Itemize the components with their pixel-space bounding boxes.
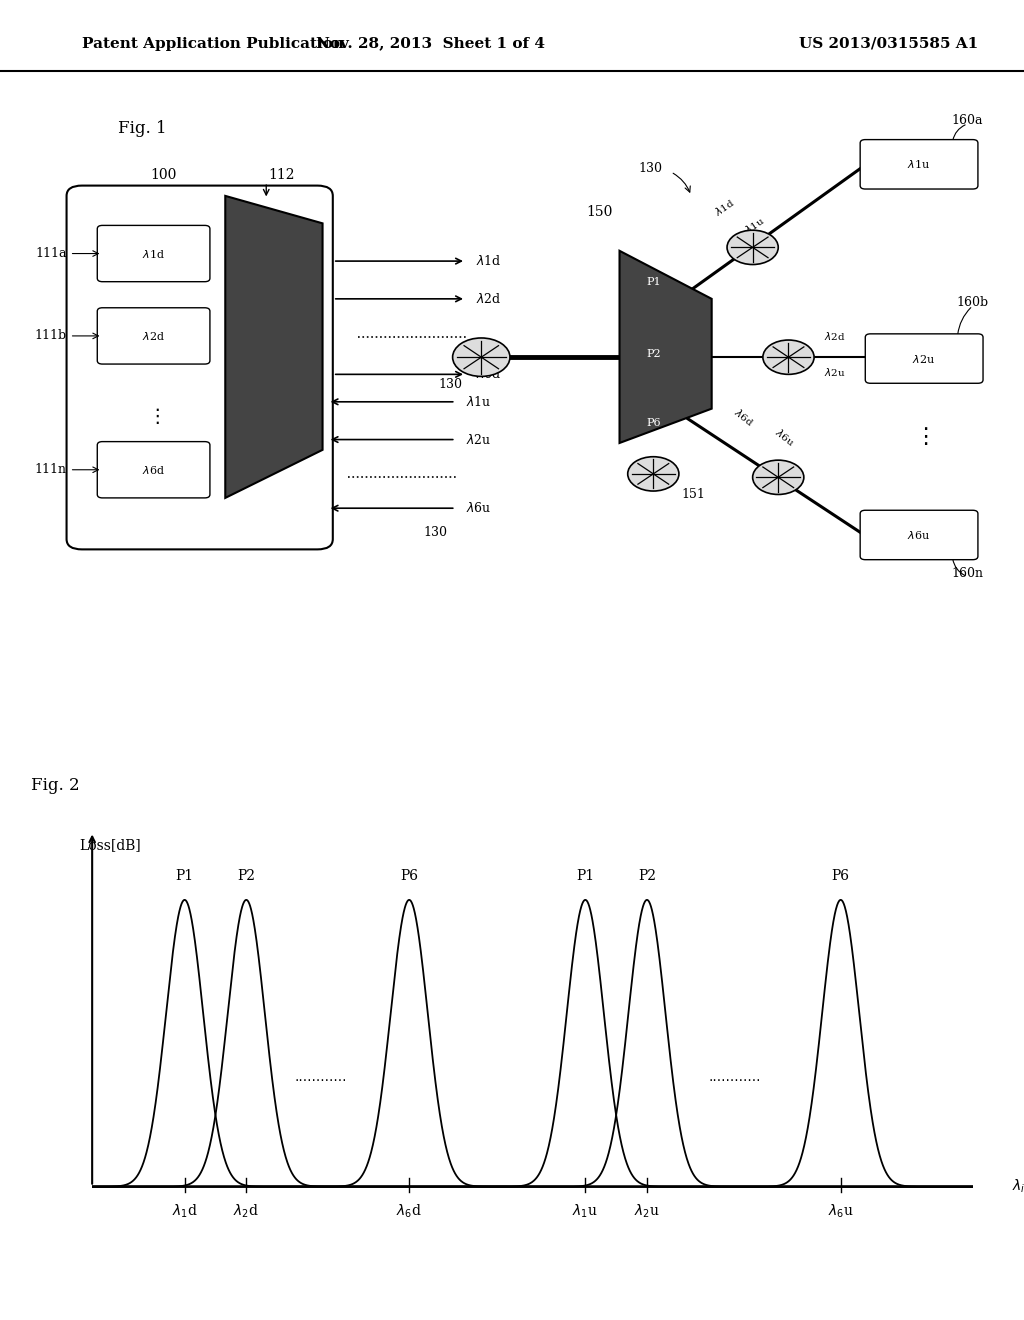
Text: Patent Application Publication: Patent Application Publication: [82, 37, 344, 50]
Text: $\lambda$6d: $\lambda$6d: [142, 463, 165, 475]
Text: $\vdots$: $\vdots$: [147, 405, 160, 425]
Text: US 2013/0315585 A1: US 2013/0315585 A1: [799, 37, 978, 50]
Text: $\lambda_2$d: $\lambda_2$d: [233, 1203, 259, 1220]
Text: Nov. 28, 2013  Sheet 1 of 4: Nov. 28, 2013 Sheet 1 of 4: [315, 37, 545, 50]
Text: $\lambda$2u: $\lambda$2u: [824, 366, 846, 378]
Text: $\lambda$2u: $\lambda$2u: [466, 433, 492, 446]
Text: 111a: 111a: [35, 247, 67, 260]
Text: 160n: 160n: [951, 566, 983, 579]
Text: 100: 100: [151, 168, 177, 182]
Text: ............: ............: [295, 1071, 347, 1085]
Text: $\lambda$1d: $\lambda$1d: [712, 197, 736, 219]
Text: P2: P2: [638, 869, 656, 883]
Text: P6: P6: [400, 869, 418, 883]
Text: P2: P2: [646, 350, 660, 359]
Text: $\lambda_i$[nm]: $\lambda_i$[nm]: [1013, 1177, 1024, 1196]
Text: Fig. 2: Fig. 2: [31, 777, 79, 793]
Text: $\lambda$1u: $\lambda$1u: [742, 214, 767, 236]
Text: P6: P6: [646, 418, 660, 428]
Text: 160b: 160b: [956, 296, 988, 309]
Text: 150: 150: [586, 206, 612, 219]
Text: $\lambda$2u: $\lambda$2u: [912, 352, 935, 364]
Text: 130: 130: [423, 525, 447, 539]
Text: $\lambda$2d: $\lambda$2d: [476, 292, 502, 306]
Text: $\lambda$6u: $\lambda$6u: [466, 502, 492, 515]
FancyBboxPatch shape: [860, 511, 978, 560]
Text: $\lambda$6d: $\lambda$6d: [476, 367, 502, 381]
Text: $\lambda_6$u: $\lambda_6$u: [827, 1203, 854, 1220]
Text: $\vdots$: $\vdots$: [914, 425, 929, 447]
Text: 130: 130: [438, 378, 463, 391]
Text: $\lambda$6u: $\lambda$6u: [773, 426, 798, 449]
FancyBboxPatch shape: [97, 442, 210, 498]
Text: $\lambda$1u: $\lambda$1u: [466, 395, 492, 409]
Text: 111n: 111n: [35, 463, 67, 477]
Text: P6: P6: [831, 869, 850, 883]
Text: P1: P1: [577, 869, 594, 883]
Circle shape: [753, 461, 804, 495]
Text: $\lambda_6$d: $\lambda_6$d: [396, 1203, 422, 1220]
Circle shape: [453, 338, 510, 376]
Text: 130: 130: [638, 162, 663, 174]
Text: P2: P2: [238, 869, 255, 883]
Text: Fig. 1: Fig. 1: [118, 120, 166, 137]
FancyBboxPatch shape: [865, 334, 983, 383]
Text: ............: ............: [709, 1071, 761, 1085]
Text: $\lambda$1d: $\lambda$1d: [476, 253, 502, 268]
Text: $\lambda$1u: $\lambda$1u: [907, 158, 930, 170]
Polygon shape: [225, 195, 323, 498]
FancyBboxPatch shape: [860, 140, 978, 189]
Text: $\lambda$6u: $\lambda$6u: [907, 529, 930, 541]
Text: 112: 112: [268, 168, 295, 182]
Text: $\lambda_1$u: $\lambda_1$u: [572, 1203, 598, 1220]
Text: $\lambda$6d: $\lambda$6d: [732, 405, 757, 428]
Text: $\lambda$2d: $\lambda$2d: [824, 330, 846, 342]
Text: Loss[dB]: Loss[dB]: [79, 838, 140, 853]
Circle shape: [628, 457, 679, 491]
Text: $\lambda$1d: $\lambda$1d: [142, 248, 165, 260]
Polygon shape: [620, 251, 712, 444]
Text: $\lambda_2$u: $\lambda_2$u: [634, 1203, 659, 1220]
Text: $\lambda$2d: $\lambda$2d: [142, 330, 165, 342]
Circle shape: [763, 341, 814, 375]
Text: 160a: 160a: [951, 114, 983, 127]
Text: 111b: 111b: [35, 330, 67, 342]
FancyBboxPatch shape: [97, 308, 210, 364]
FancyBboxPatch shape: [97, 226, 210, 281]
Circle shape: [727, 230, 778, 264]
Text: P1: P1: [175, 869, 194, 883]
FancyBboxPatch shape: [67, 186, 333, 549]
Text: $\lambda_1$d: $\lambda_1$d: [172, 1203, 198, 1220]
Text: 151: 151: [681, 488, 705, 500]
Text: P1: P1: [646, 277, 660, 288]
